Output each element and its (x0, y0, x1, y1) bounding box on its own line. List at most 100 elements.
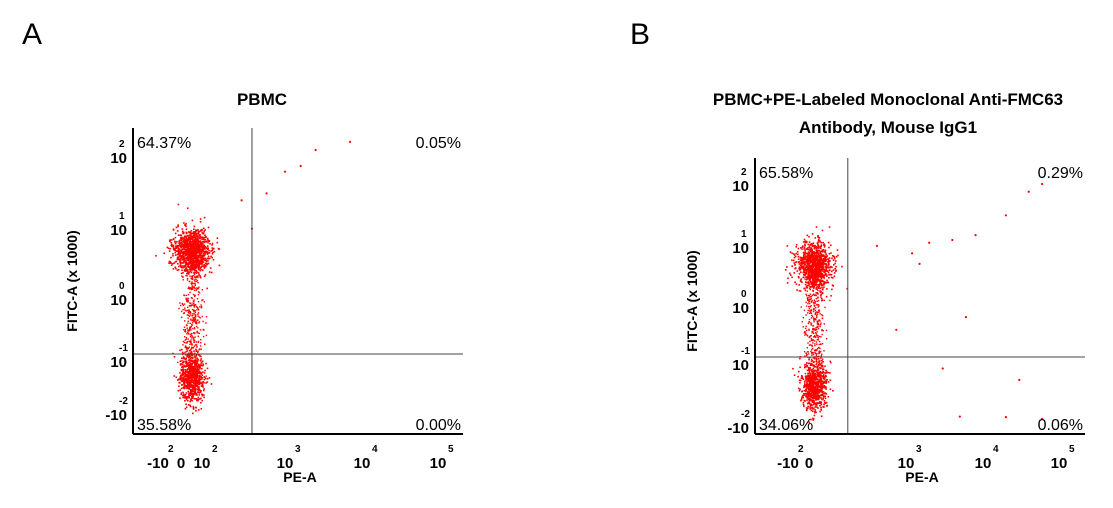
event-dot (832, 259, 835, 261)
event-dot (193, 282, 195, 285)
event-dot (816, 315, 818, 317)
event-dot (202, 364, 204, 367)
event-dot (822, 268, 824, 270)
event-dot (811, 314, 813, 317)
event-dot (835, 260, 837, 262)
event-dot (193, 235, 196, 238)
event-dot (181, 302, 183, 305)
event-dot (817, 239, 820, 242)
event-dot (180, 393, 183, 395)
event-dot (191, 281, 193, 283)
event-dot (197, 378, 200, 380)
event-dot (816, 362, 818, 365)
event-dot (187, 374, 190, 377)
event-dot (201, 241, 204, 243)
event-dot (195, 394, 197, 396)
event-dot (817, 375, 819, 377)
sparse-event-dot (314, 148, 317, 152)
event-dot (184, 339, 186, 341)
event-dot (207, 248, 209, 250)
event-dot (204, 266, 206, 268)
event-dot (195, 366, 197, 368)
event-dot (813, 321, 815, 323)
x-tick-label: 102 (194, 444, 218, 472)
y-tick-label: -10-2 (105, 396, 128, 424)
event-dot (196, 362, 199, 365)
event-dot (819, 275, 822, 277)
event-dot (814, 335, 816, 337)
event-dot (822, 274, 824, 276)
event-dot (804, 244, 806, 247)
event-dot (800, 264, 803, 267)
event-dot (827, 371, 830, 374)
event-dot (187, 265, 189, 268)
event-dot (187, 371, 189, 373)
event-dot (182, 357, 184, 359)
event-dot (835, 265, 837, 268)
event-dot (197, 237, 199, 239)
event-dot (191, 236, 194, 238)
event-dot (189, 394, 192, 397)
event-dot (197, 354, 200, 356)
event-dot (196, 399, 198, 402)
event-dot (205, 236, 207, 238)
event-dot (187, 376, 189, 379)
event-dot (832, 269, 835, 271)
event-dot (193, 252, 195, 254)
sparse-event-dot (299, 164, 302, 168)
event-dot (198, 273, 200, 276)
event-dot (193, 225, 196, 228)
event-dot (799, 268, 802, 271)
event-dot (199, 371, 202, 374)
event-dot (170, 239, 173, 241)
event-dot (189, 322, 191, 324)
event-dot (836, 249, 839, 251)
event-dot (821, 380, 823, 382)
event-dot (821, 254, 823, 256)
event-dot (797, 276, 800, 278)
event-dot (834, 257, 836, 260)
event-dot (825, 281, 828, 284)
event-dot (189, 287, 192, 289)
event-dot (190, 347, 193, 349)
event-dot (823, 277, 825, 279)
event-dot (204, 229, 206, 231)
event-dot (813, 283, 816, 285)
event-dot (823, 283, 825, 286)
event-dot (189, 265, 192, 268)
event-dot (805, 390, 807, 393)
event-dot (194, 311, 197, 314)
event-dot (806, 272, 808, 275)
event-dot (193, 232, 195, 235)
event-dot (187, 364, 190, 367)
event-dot (184, 393, 187, 396)
event-dot (831, 288, 833, 291)
event-dot (792, 259, 795, 262)
event-dot (194, 389, 197, 391)
event-dot (206, 253, 209, 255)
event-dot (828, 257, 831, 259)
event-dot (820, 291, 822, 293)
event-dot (814, 237, 817, 239)
event-dot (191, 232, 194, 234)
event-dot (800, 266, 803, 268)
event-dot (187, 251, 190, 253)
event-dot (200, 307, 203, 309)
event-dot (191, 269, 193, 272)
event-dot (198, 378, 201, 381)
event-dot (804, 334, 806, 336)
event-dot (191, 283, 193, 285)
event-dot (199, 249, 202, 252)
event-dot (804, 380, 806, 383)
event-dot (193, 320, 195, 323)
event-dot (188, 311, 190, 313)
event-dot (190, 230, 193, 232)
event-dot (819, 250, 822, 253)
event-dot (193, 339, 196, 342)
event-dot (184, 255, 186, 257)
event-dot (203, 216, 206, 219)
y-tick-exponent: 0 (741, 289, 747, 300)
event-dot (826, 255, 828, 257)
event-dot (194, 305, 196, 307)
event-dot (822, 358, 824, 360)
